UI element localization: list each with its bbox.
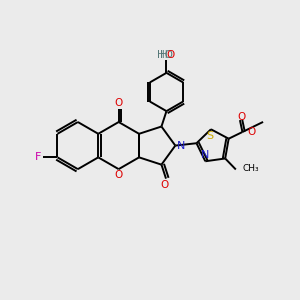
- Text: O: O: [115, 98, 123, 109]
- Text: HO: HO: [157, 50, 173, 60]
- Text: O: O: [248, 128, 256, 137]
- Text: O: O: [115, 170, 123, 180]
- Text: H: H: [160, 50, 167, 60]
- Text: S: S: [206, 131, 213, 141]
- Text: O: O: [160, 179, 169, 190]
- Text: CH₃: CH₃: [242, 164, 259, 172]
- Text: O: O: [166, 50, 174, 60]
- Text: N: N: [177, 141, 185, 151]
- Text: O: O: [237, 112, 245, 122]
- Text: F: F: [34, 152, 41, 162]
- Text: N: N: [201, 150, 209, 160]
